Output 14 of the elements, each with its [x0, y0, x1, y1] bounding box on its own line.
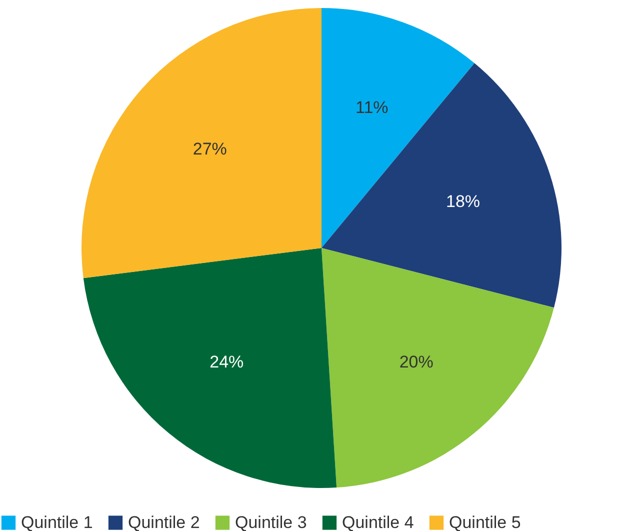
pie-slice: [83, 248, 337, 488]
data-label: 24%: [210, 352, 244, 372]
legend-label: Quintile 5: [449, 512, 521, 531]
pie-slice: [322, 248, 554, 488]
data-label: 11%: [356, 98, 388, 117]
legend-label: Quintile 3: [235, 512, 307, 531]
legend-label: Quintile 2: [128, 512, 200, 531]
data-label: 27%: [192, 140, 227, 159]
data-label: 20%: [399, 352, 434, 372]
data-label: 18%: [446, 192, 480, 212]
legend-label: Quintile 4: [342, 512, 414, 531]
pie-slice: [322, 63, 562, 308]
pie-slice: [82, 8, 322, 278]
legend-label: Quintile 1: [21, 512, 93, 531]
